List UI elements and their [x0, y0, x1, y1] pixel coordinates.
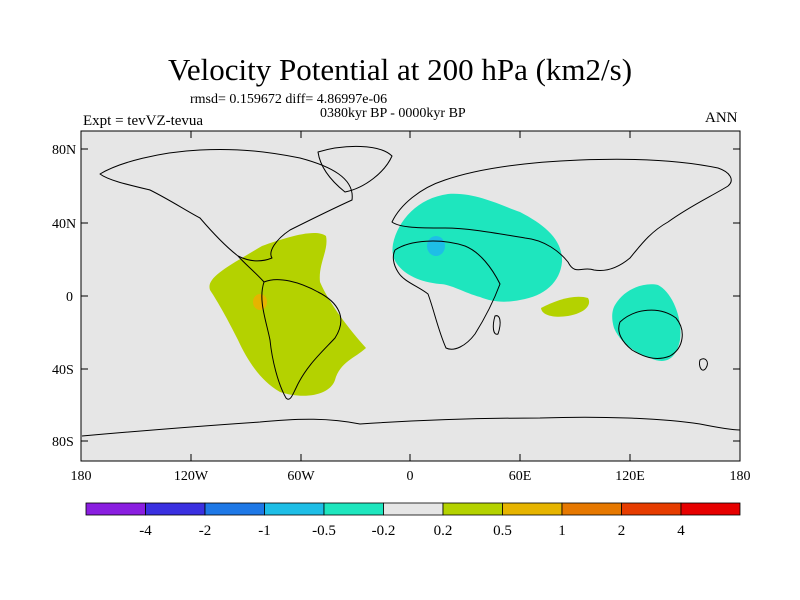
colorbar-label-7: 1 — [558, 523, 566, 539]
coastline-antarctica — [81, 416, 741, 437]
negative-minimum — [427, 236, 445, 256]
x-tick-60e: 60E — [509, 469, 532, 484]
colorbar-box-10 — [680, 502, 741, 516]
coastline-south-america — [261, 279, 342, 400]
y-tick-80n: 80N — [52, 143, 76, 158]
negative-region-maritime-continent — [612, 284, 681, 361]
colorbar-box-9 — [621, 502, 682, 516]
x-tick-180w: 180 — [71, 469, 92, 484]
colorbar-box-4 — [323, 502, 384, 516]
colorbar-box-1 — [145, 502, 206, 516]
x-tick-60w: 60W — [287, 469, 315, 484]
colorbar-box-5 — [383, 502, 444, 516]
x-tick-120e: 120E — [615, 469, 645, 484]
stats-label: rmsd= 0.159672 diff= 4.86997e-06 — [190, 92, 388, 107]
colorbar-label-3: -0.5 — [312, 523, 336, 539]
colorbar-label-1: -2 — [199, 523, 212, 539]
colorbar-box-3 — [264, 502, 325, 516]
season-label: ANN — [705, 110, 738, 126]
colorbar-box-7 — [502, 502, 563, 516]
colorbar-label-8: 2 — [618, 523, 626, 539]
colorbar: -4 -2 -1 -0.5 -0.2 0.2 0.5 1 2 4 — [85, 502, 741, 539]
y-tick-40n: 40N — [52, 217, 76, 232]
colorbar-label-6: 0.5 — [493, 523, 512, 539]
colorbar-label-5: 0.2 — [434, 523, 453, 539]
y-tick-80s: 80S — [52, 435, 74, 450]
coastline-madagascar — [492, 315, 501, 335]
colorbar-label-9: 4 — [677, 523, 685, 539]
coastline-central-america — [237, 255, 265, 283]
colorbar-box-8 — [561, 502, 622, 516]
chart-title: Velocity Potential at 200 hPa (km2/s) — [167, 52, 633, 87]
x-tick-180e: 180 — [730, 469, 751, 484]
coastlines — [81, 145, 741, 437]
coastline-australia — [618, 309, 683, 359]
y-tick-0: 0 — [66, 290, 73, 305]
axis-ticks — [80, 131, 741, 461]
colorbar-box-6 — [442, 502, 503, 516]
colorbar-box-0 — [85, 502, 146, 516]
colorbar-box-2 — [204, 502, 265, 516]
experiment-label: Expt = tevVZ-tevua — [83, 113, 204, 129]
positive-maximum — [253, 294, 267, 310]
period-label: 0380kyr BP - 0000kyr BP — [320, 106, 466, 121]
y-tick-40s: 40S — [52, 363, 74, 378]
coastline-eurasia — [391, 158, 732, 271]
colorbar-label-4: -0.2 — [372, 523, 396, 539]
colorbar-label-2: -1 — [258, 523, 271, 539]
coastline-north-america — [99, 148, 353, 262]
negative-region-africa-mideast — [392, 193, 563, 302]
colorbar-label-0: -4 — [139, 523, 152, 539]
coastline-new-zealand — [699, 358, 708, 371]
positive-region-indian-ocean — [541, 296, 590, 317]
coastline-africa — [392, 240, 501, 350]
x-tick-120w: 120W — [174, 469, 209, 484]
x-tick-0: 0 — [407, 469, 414, 484]
coastline-greenland — [317, 145, 393, 193]
positive-region-americas — [209, 233, 366, 396]
